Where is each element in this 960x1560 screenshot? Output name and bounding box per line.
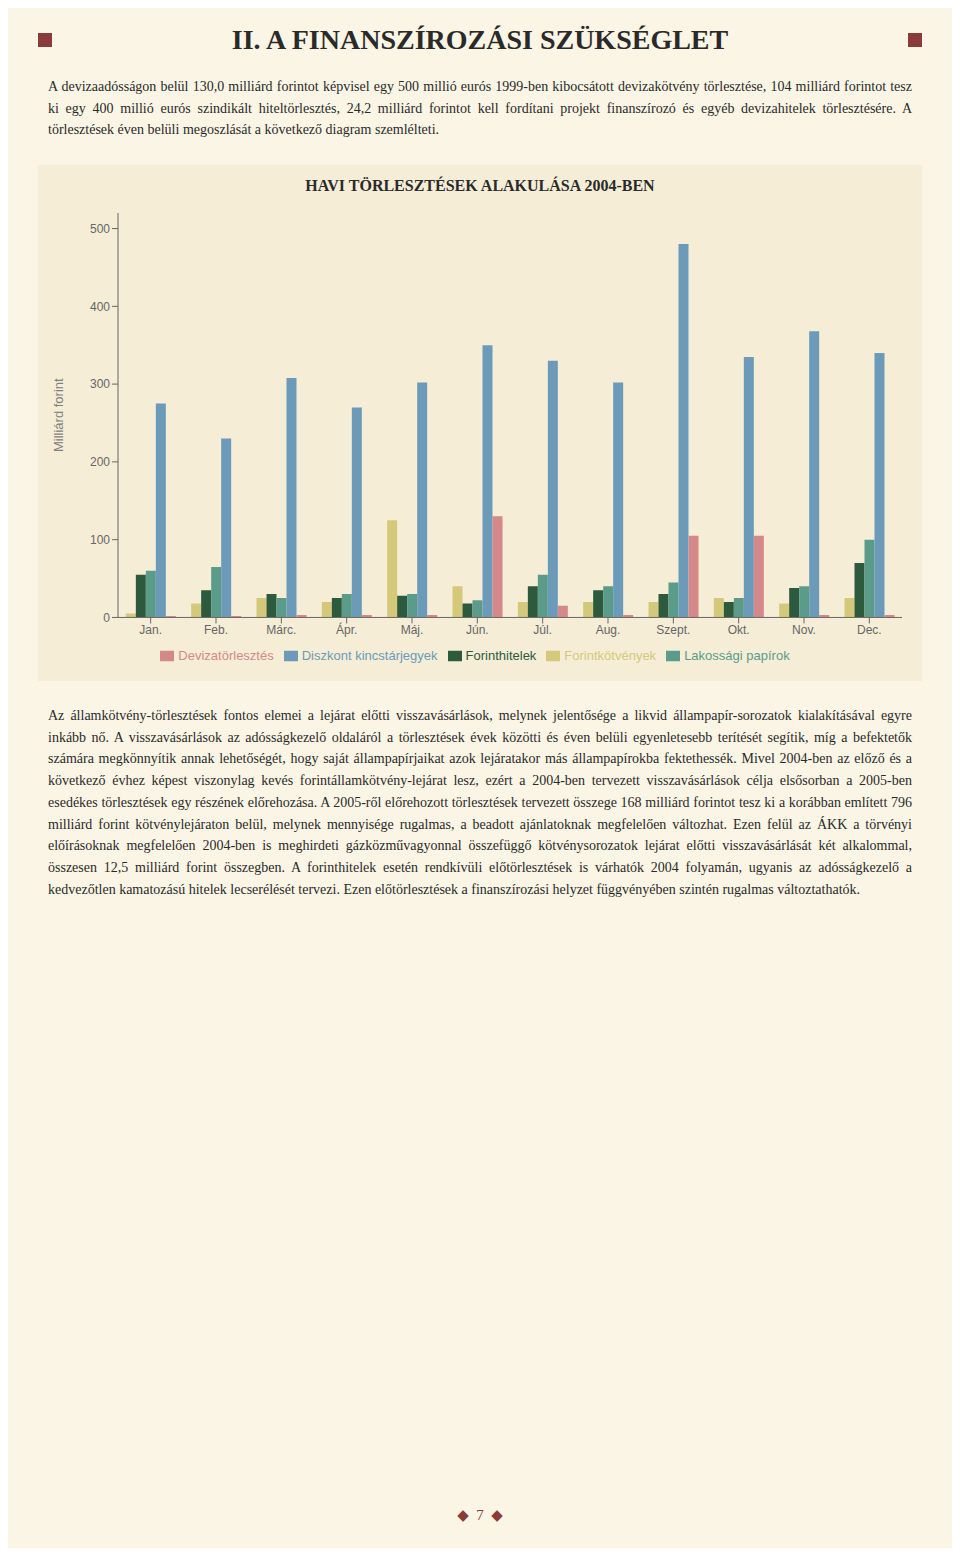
svg-text:Máj.: Máj.	[401, 623, 424, 637]
html-text:Az államkötvény-törlesztések f: Az államkötvény-törlesztések fontos elem…	[48, 708, 912, 897]
svg-text:Márc.: Márc.	[266, 623, 296, 637]
html-text:II. A FINANSZÍROZÁSI SZÜKSÉGLE: II. A FINANSZÍROZÁSI SZÜKSÉGLET	[231, 24, 729, 55]
html-text:Forinthitelek: Forinthitelek	[465, 647, 537, 663]
svg-text:Milliárd forint: Milliárd forint	[51, 378, 66, 452]
svg-text:500: 500	[90, 222, 110, 236]
svg-text:0: 0	[103, 611, 110, 625]
html-text:Lakossági papírok: Lakossági papírok	[684, 647, 790, 663]
html-text:A devizaadósságon belül 130,0: A devizaadósságon belül 130,0 milliárd f…	[48, 79, 912, 138]
svg-text:Aug.: Aug.	[596, 623, 621, 637]
svg-text:Ápr.: Ápr.	[336, 622, 357, 637]
svg-text:Júl.: Júl.	[533, 623, 552, 637]
svg-text:400: 400	[90, 300, 110, 314]
svg-text:Szept.: Szept.	[656, 623, 690, 637]
html-text:HAVI TÖRLESZTÉSEK ALAKULÁSA 20: HAVI TÖRLESZTÉSEK ALAKULÁSA 2004-BEN	[305, 177, 655, 195]
svg-text:Jún.: Jún.	[466, 623, 489, 637]
html-text:Forintkötvények: Forintkötvények	[564, 647, 657, 663]
svg-text:Nov.: Nov.	[792, 623, 816, 637]
html-text:Diszkont kincstárjegyek: Diszkont kincstárjegyek	[301, 647, 438, 663]
svg-text:Okt.: Okt.	[728, 623, 750, 637]
svg-text:Dec.: Dec.	[857, 623, 882, 637]
svg-text:Jan.: Jan.	[139, 623, 162, 637]
svg-text:100: 100	[90, 533, 110, 547]
html-text:Devizatörlesztés: Devizatörlesztés	[178, 647, 274, 663]
html-text:◆ 7 ◆: ◆ 7 ◆	[457, 1507, 503, 1523]
svg-text:200: 200	[90, 455, 110, 469]
svg-text:300: 300	[90, 377, 110, 391]
svg-text:Feb.: Feb.	[204, 623, 228, 637]
